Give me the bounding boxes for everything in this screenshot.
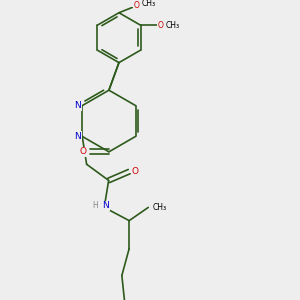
Text: CH₃: CH₃ bbox=[141, 0, 155, 8]
Text: N: N bbox=[74, 132, 81, 141]
Text: O: O bbox=[132, 167, 139, 176]
Text: O: O bbox=[157, 21, 163, 30]
Text: O: O bbox=[134, 1, 140, 10]
Text: CH₃: CH₃ bbox=[152, 203, 167, 212]
Text: H: H bbox=[92, 202, 98, 211]
Text: N: N bbox=[74, 101, 81, 110]
Text: CH₃: CH₃ bbox=[166, 21, 180, 30]
Text: N: N bbox=[102, 202, 109, 211]
Text: O: O bbox=[80, 147, 87, 156]
